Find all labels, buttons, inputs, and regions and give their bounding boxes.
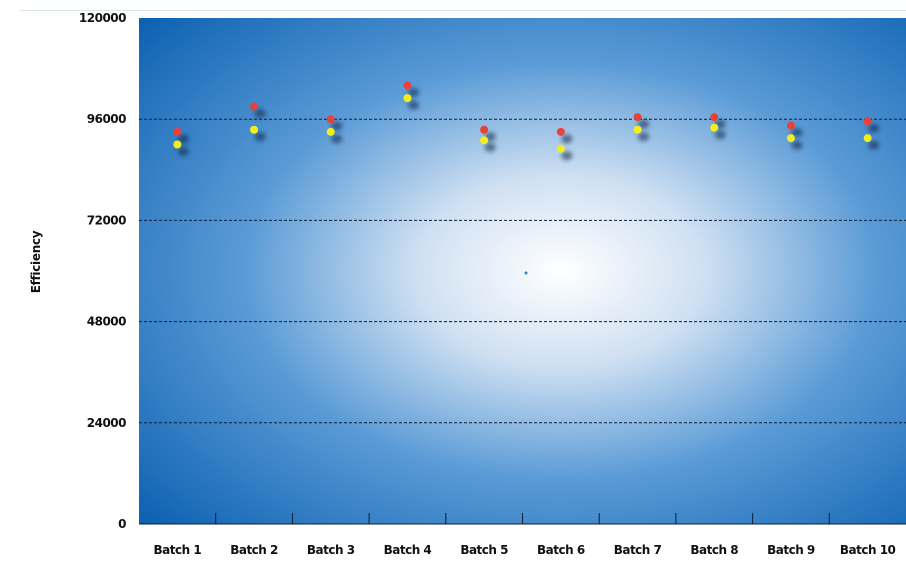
x-tick-label: Batch 1 [154, 543, 202, 557]
data-point-shadow [791, 140, 803, 150]
data-point [786, 134, 795, 143]
data-point-shadow [868, 140, 880, 150]
data-point [786, 121, 795, 130]
data-point [403, 94, 412, 103]
y-tick-label: 72000 [87, 213, 126, 227]
x-tick-label: Batch 9 [767, 543, 815, 557]
data-point-shadow [561, 134, 573, 144]
data-point-shadow [561, 151, 573, 161]
data-point-shadow [868, 123, 880, 133]
data-point [556, 144, 565, 153]
data-point [326, 115, 335, 124]
y-tick-label: 48000 [87, 315, 126, 329]
data-point-shadow [177, 134, 189, 144]
data-point-shadow [407, 100, 419, 110]
tick-labels: 0 24000 48000 72000 96000 120000 Batch 1 Batch … [79, 11, 896, 557]
data-point-shadow [331, 134, 343, 144]
x-tick-label: Batch 6 [537, 543, 585, 557]
y-tick-label: 120000 [79, 11, 126, 25]
y-tick-label: 96000 [87, 112, 126, 126]
data-point [480, 136, 489, 145]
data-point [173, 140, 182, 149]
data-point-shadow [791, 128, 803, 138]
data-point [250, 102, 259, 111]
data-point [250, 125, 259, 134]
data-point-shadow [407, 87, 419, 97]
data-point [173, 127, 182, 136]
data-point-shadow [484, 142, 496, 152]
data-point [480, 125, 489, 134]
data-point [556, 127, 565, 136]
y-tick-label: 24000 [87, 416, 126, 430]
data-point [710, 123, 719, 132]
axis-ticks [139, 513, 906, 525]
grid-lines [139, 118, 906, 424]
data-point [403, 81, 412, 90]
data-point [326, 127, 335, 136]
data-point [863, 117, 872, 126]
data-point [633, 125, 642, 134]
x-tick-label: Batch 4 [384, 543, 432, 557]
data-point-shadow [331, 121, 343, 131]
data-point [863, 134, 872, 143]
data-points [173, 81, 880, 161]
x-tick-label: Batch 10 [840, 543, 896, 557]
x-tick-label: Batch 7 [614, 543, 662, 557]
plot-center-dot [524, 271, 528, 275]
data-point [633, 113, 642, 122]
data-point-shadow [254, 109, 266, 119]
frame-top-border [20, 10, 906, 11]
x-tick-label: Batch 2 [230, 543, 278, 557]
x-tick-label: Batch 3 [307, 543, 355, 557]
data-point-shadow [177, 147, 189, 156]
data-point [710, 113, 719, 122]
plot-area [139, 18, 906, 524]
data-point-shadow [638, 119, 650, 129]
x-tick-label: Batch 5 [460, 543, 508, 557]
y-tick-label: 0 [118, 517, 126, 531]
data-point-shadow [714, 130, 726, 140]
data-point-shadow [638, 132, 650, 142]
data-point-shadow [254, 132, 266, 142]
x-tick-label: Batch 8 [690, 543, 738, 557]
